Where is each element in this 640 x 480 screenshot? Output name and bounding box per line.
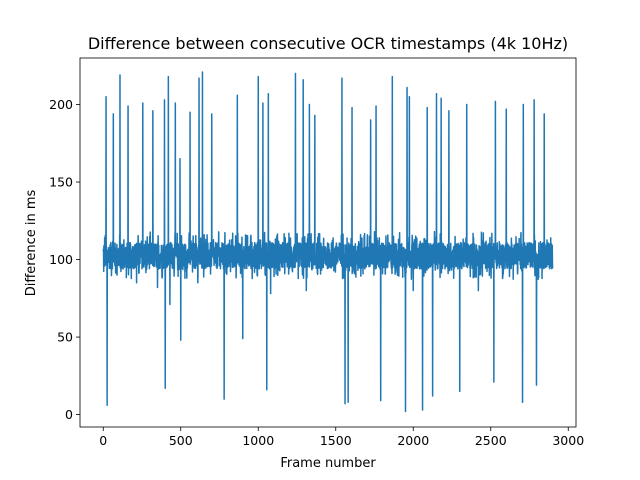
y-tick-label: 100 <box>49 252 73 267</box>
y-tick-label: 0 <box>65 407 73 422</box>
x-tick-label: 1000 <box>242 433 274 448</box>
x-tick-label: 2000 <box>397 433 429 448</box>
plot-frame <box>79 57 577 428</box>
y-axis: 0 50 100 150 200 <box>49 97 80 422</box>
chart-title: Difference between consecutive OCR times… <box>88 34 568 53</box>
y-tick-label: 150 <box>49 175 73 190</box>
y-tick-label: 200 <box>49 97 73 112</box>
y-tick-label: 50 <box>57 330 73 345</box>
x-axis-label: Frame number <box>280 456 376 471</box>
y-axis-label: Difference in ms <box>24 189 39 296</box>
plot-area <box>79 57 577 428</box>
x-tick-label: 0 <box>99 433 107 448</box>
series-line <box>102 71 554 413</box>
x-tick-label: 2500 <box>475 433 507 448</box>
x-axis: 0 500 1000 1500 2000 2500 3000 <box>99 427 584 448</box>
x-tick-label: 500 <box>169 433 193 448</box>
x-tick-label: 3000 <box>552 433 584 448</box>
x-tick-label: 1500 <box>320 433 352 448</box>
